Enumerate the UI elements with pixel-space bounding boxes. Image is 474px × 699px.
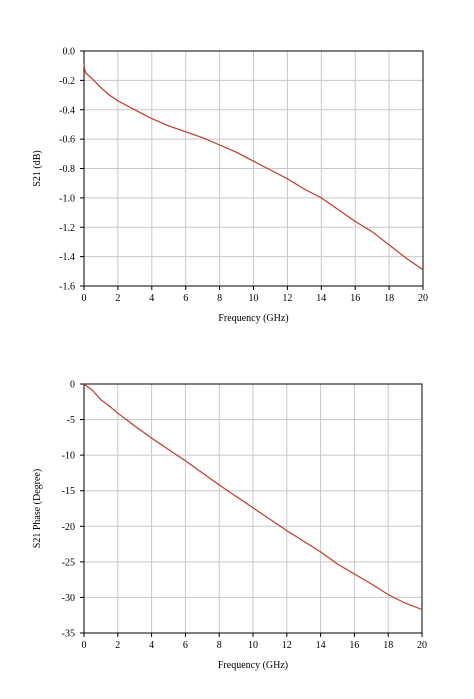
y-tick-label: -25: [62, 557, 75, 568]
x-tick-label: 20: [418, 293, 428, 304]
x-tick-label: 8: [217, 640, 222, 651]
y-tick-label: 0: [70, 380, 75, 391]
x-axis-label: Frequency (GHz): [218, 660, 288, 671]
series-line: [83, 64, 424, 271]
y-tick-label: -35: [62, 629, 75, 640]
x-tick-label: 18: [384, 293, 394, 304]
x-tick-label: 10: [249, 293, 259, 304]
x-tick-label: 20: [417, 640, 427, 651]
x-tick-label: 14: [316, 640, 326, 651]
y-tick-label: -1.2: [59, 223, 75, 234]
x-tick-label: 10: [248, 640, 258, 651]
y-axis-label: S21 (dB): [32, 150, 43, 186]
y-tick-label: -15: [62, 486, 75, 497]
series-line: [83, 383, 423, 611]
y-tick-label: -1.0: [59, 193, 75, 204]
x-tick-label: 12: [282, 293, 292, 304]
x-tick-label: 0: [82, 293, 87, 304]
y-tick-label: -20: [62, 522, 75, 533]
x-tick-label: 8: [217, 293, 222, 304]
x-tick-label: 16: [349, 640, 359, 651]
x-tick-label: 14: [316, 293, 326, 304]
x-tick-label: 16: [350, 293, 360, 304]
y-tick-label: -0.8: [59, 164, 75, 175]
y-tick-label: -0.4: [59, 105, 75, 116]
x-tick-label: 18: [383, 640, 393, 651]
x-tick-label: 4: [149, 293, 154, 304]
x-tick-label: 2: [115, 293, 120, 304]
y-tick-label: -0.2: [59, 76, 75, 87]
y-tick-label: -1.4: [59, 252, 75, 263]
x-tick-label: 6: [183, 293, 188, 304]
y-tick-label: 0.0: [63, 47, 76, 58]
x-tick-label: 2: [115, 640, 120, 651]
s21-magnitude-plot: 0 2 4 6 8 10 12 14 16 18 20 0.0 -0.2 -0.4 -0.6 -0.8 -1.0…: [32, 47, 428, 325]
x-tick-label: 4: [149, 640, 154, 651]
y-tick-label: -0.6: [59, 135, 75, 146]
x-tick-label: 6: [183, 640, 188, 651]
y-tick-label: -10: [62, 451, 75, 462]
y-tick-label: -1.6: [59, 282, 75, 293]
x-tick-label: 12: [282, 640, 292, 651]
x-axis-label: Frequency (GHz): [218, 313, 288, 324]
y-tick-label: -5: [67, 415, 75, 426]
y-axis-label: S21 Phase (Degree): [32, 469, 43, 548]
s21-phase-plot: 0 2 4 6 8 10 12 14 16 18 20 0 -5 -10 -15 -20 -25 -30 -35 Fr…: [32, 380, 427, 672]
x-tick-label: 0: [82, 640, 87, 651]
y-tick-label: -30: [62, 593, 75, 604]
